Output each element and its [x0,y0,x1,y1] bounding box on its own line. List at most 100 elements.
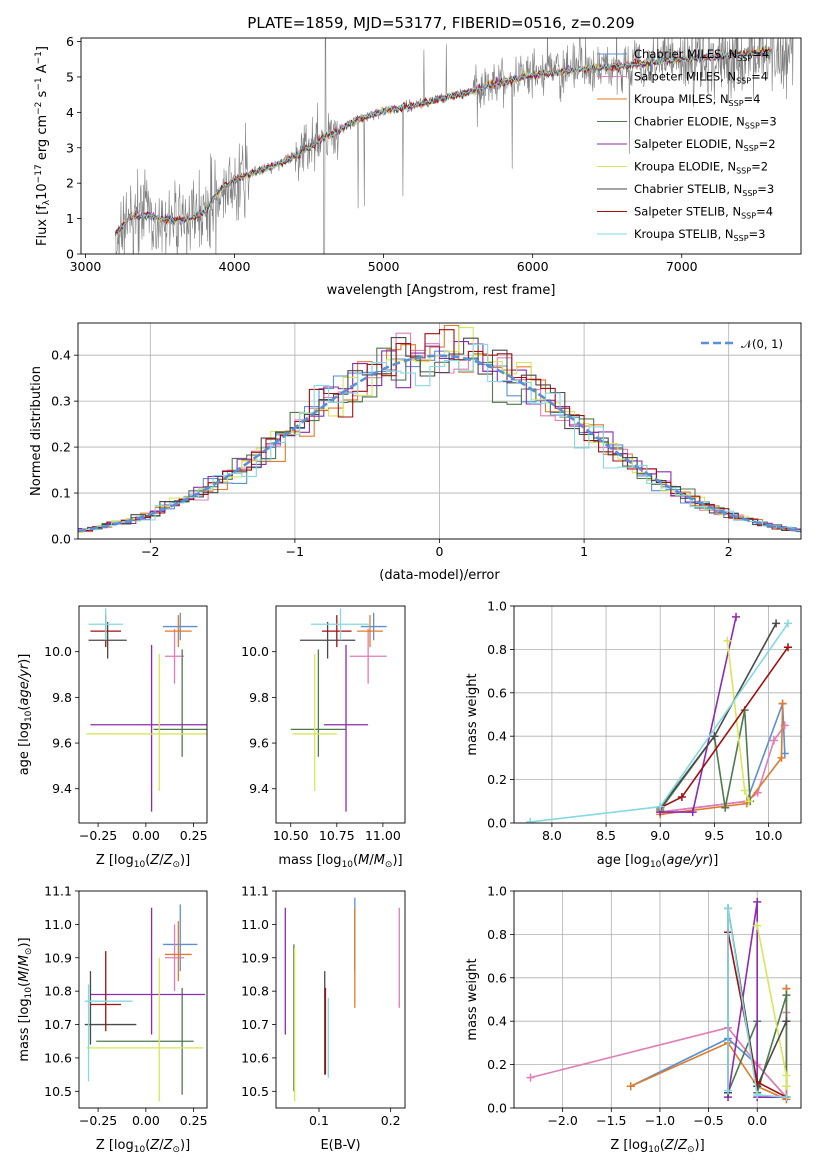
weight-series-salpeter-elodie [656,612,741,817]
axes-border [78,605,208,824]
axes-border [513,890,802,1109]
errorbar-chabrier-stelib [88,621,127,659]
plot-area [284,897,400,1102]
y-tick-label: 9.8 [52,690,72,705]
y-tick-label: 1.0 [487,884,507,899]
weight-marker [656,802,665,811]
x-tick-label: −1.5 [596,1113,626,1128]
y-axis-label: age [log10(age/yr)] [17,654,34,776]
panel-weight-vs-age: 8.0 8.5 9.0 9.5 10.0 0.0 0.2 0.4 0.6 0.8 1.0 age [l… [465,599,802,870]
weight-line [659,623,777,809]
errorbar-kroupa-elodie [292,653,337,792]
legend-entry-salpeter-miles: Salpeter MILES, NSSP=4 [634,70,768,86]
x-tick-label: 8.5 [596,828,616,843]
y-tick-label: 0.0 [51,532,71,547]
x-tick-label: −2 [141,544,159,559]
y-tick-label: 10.7 [44,1017,72,1032]
weight-marker [784,643,793,652]
x-tick-label: −1.0 [645,1113,675,1128]
errorbar-kroupa-elodie [86,653,207,792]
y-tick-label: 10.8 [44,984,72,999]
y-tick-label: 0.6 [487,685,507,700]
panel-weight-vs-Z: −2.0 −1.5 −1.0 −0.5 0.0 0.0 0.2 0.4 0.6 0.8 1.0 Z [… [465,884,802,1155]
weight-marker [782,1093,791,1102]
y-axis-label: Normed distribution [29,366,44,496]
y-tick-label: 1.0 [487,599,507,614]
axes-border [513,605,802,824]
x-tick-label: 0.25 [180,828,208,843]
weight-line [727,908,787,1098]
weight-marker [782,1017,791,1026]
y-tick-label: 10.8 [241,984,269,999]
axes-frame: −2.0 −1.5 −1.0 −0.5 0.0 0.0 0.2 0.4 0.6 0.8 1.0 Z [… [465,884,802,1155]
legend-entry-salpeter-stelib: Salpeter STELIB, NSSP=4 [634,205,773,221]
weight-marker [782,1082,791,1091]
y-tick-label: 11.0 [241,917,269,932]
y-axis-label: mass weight [465,958,480,1040]
y-axis-label: mass [log10(M/M⊙)] [17,937,34,1061]
panel-mass-vs-ebv: 0.1 0.2 10.5 10.6 10.7 10.8 10.9 11.0 11.1 E(B-V) [241,884,406,1153]
y-tick-label: 9.6 [52,736,72,751]
x-axis-label: E(B-V) [320,1138,360,1153]
y-tick-label: 0.4 [487,729,507,744]
weight-marker [732,612,741,621]
x-tick-label: 0.0 [747,1113,767,1128]
legend-entry-chabrier-miles: Chabrier MILES, NSSP=4 [634,47,769,63]
y-tick-label: 10.5 [241,1084,269,1099]
x-tick-label: 0.00 [132,1113,160,1128]
weight-line [660,703,784,816]
x-tick-label: 0.00 [132,828,160,843]
y-tick-label: 9.4 [52,781,72,796]
y-tick-label: 6 [66,34,74,49]
axes-frame: 0.1 0.2 10.5 10.6 10.7 10.8 10.9 11.0 11.1 E(B-V) [241,884,406,1153]
axes-border [275,890,406,1109]
x-tick-label: 9.5 [704,828,724,843]
axes-frame: 3000 4000 5000 6000 7000 0 1 2 3 4 5 6 PLATE=1859, M… [34,14,802,298]
x-axis-label: mass [log10(M/M⊙)] [278,853,402,870]
errorbar-chabrier-miles [360,612,387,641]
axes-frame: 8.0 8.5 9.0 9.5 10.0 0.0 0.2 0.4 0.6 0.8 1.0 age [l… [465,599,802,870]
weight-line [727,901,787,1098]
y-tick-label: 11.0 [44,917,72,932]
legend-entry-normal: 𝒩(0, 1) [741,337,783,351]
axes-frame: −0.25 0.00 0.25 9.4 9.6 9.8 10.0 Z [log10(Z/Z⊙)… [17,605,208,870]
x-tick-label: 7000 [666,259,698,274]
errorbar-salpeter-stelib [90,951,122,1032]
weight-marker [677,792,686,801]
x-tick-label: −0.25 [79,828,117,843]
y-tick-label: 0.3 [51,394,71,409]
y-tick-label: 10.0 [241,644,269,659]
weight-line [530,1012,788,1100]
errorbar-chabrier-miles [163,904,198,972]
x-tick-label: 5000 [368,259,400,274]
weight-series-kroupa-stelib [724,904,791,1102]
x-tick-label: −1 [286,544,304,559]
y-tick-label: 0.2 [51,440,71,455]
weight-marker [753,897,762,906]
x-axis-label: Z [log10(Z/Z⊙)] [610,1138,704,1155]
weight-marker [526,817,535,823]
weight-marker [745,797,754,806]
y-tick-label: 3 [66,140,74,155]
errorbar-chabrier-elodie [96,987,194,1095]
weight-marker [782,991,791,1000]
y-tick-label: 9.4 [249,781,269,796]
x-tick-label: 4000 [219,259,251,274]
y-tick-label: 2 [66,176,74,191]
y-tick-label: 11.1 [44,884,72,899]
weight-line [756,925,788,1087]
panel-age-vs-Z: −0.25 0.00 0.25 9.4 9.6 9.8 10.0 Z [log10(Z/Z⊙)… [17,605,208,870]
x-tick-label: 0.1 [309,1113,329,1128]
y-axis-label: mass weight [465,673,480,755]
legend-entry-salpeter-elodie: Salpeter ELODIE, NSSP=2 [634,137,776,153]
errorbar-salpeter-miles [349,628,387,684]
x-axis-label: age [log10(age/yr)] [597,853,719,870]
weight-marker [753,921,762,930]
plot-area [526,612,793,823]
errorbar-kroupa-miles [164,615,192,648]
x-axis-label: Z [log10(Z/Z⊙)] [96,1138,190,1155]
plot-area [114,38,794,254]
y-tick-label: 0.4 [51,348,71,363]
weight-series-chabrier-elodie [656,706,755,814]
legend-entry-chabrier-elodie: Chabrier ELODIE, NSSP=3 [634,115,777,131]
